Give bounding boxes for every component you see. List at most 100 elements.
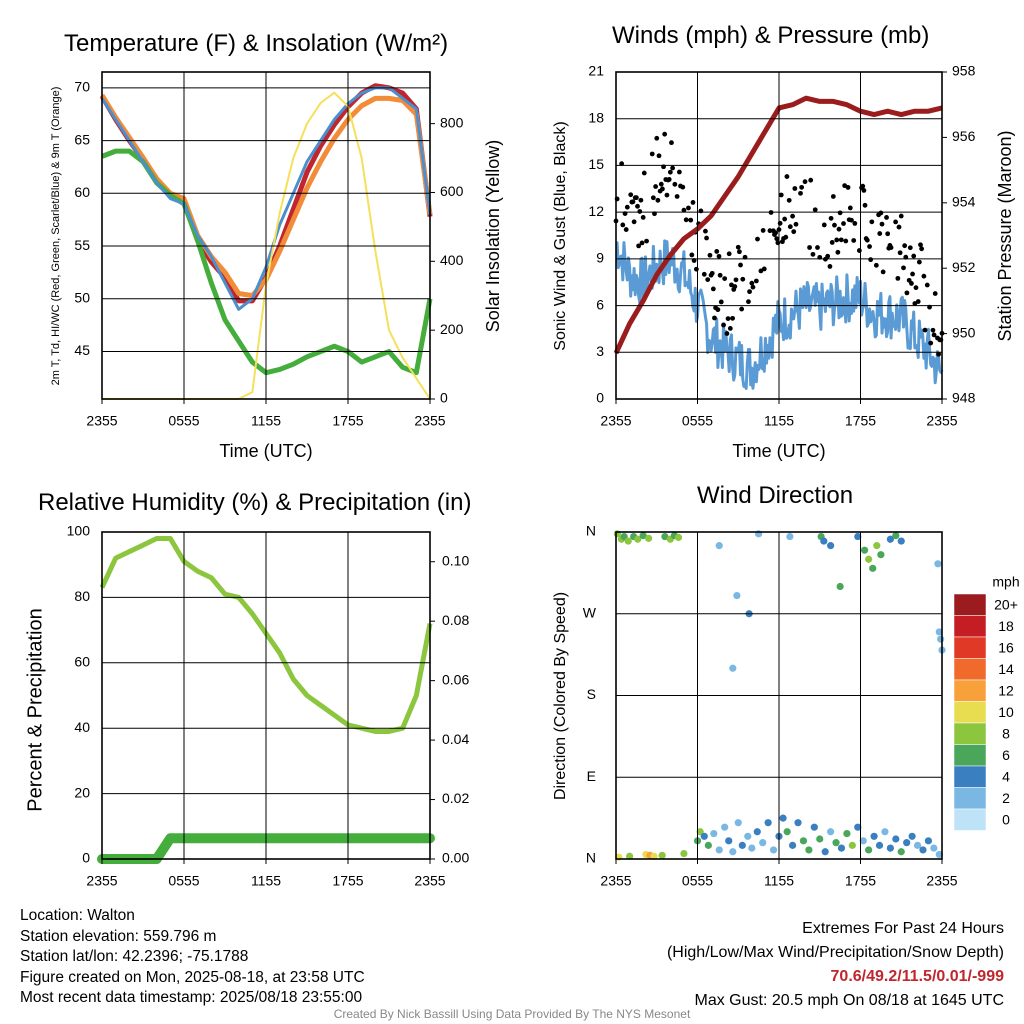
direction-point bbox=[886, 535, 894, 543]
colorbar-label: 4 bbox=[1002, 768, 1010, 784]
colorbar-label: 16 bbox=[998, 639, 1014, 655]
direction-point bbox=[877, 551, 885, 559]
direction-chart-title: Wind Direction bbox=[697, 482, 854, 509]
colorbar-label: 6 bbox=[1002, 747, 1010, 763]
gust-point bbox=[640, 215, 646, 220]
rh-tick-label: 80 bbox=[74, 588, 90, 604]
gust-point bbox=[837, 210, 843, 216]
gust-point bbox=[793, 221, 799, 227]
direction-point bbox=[783, 828, 791, 836]
gust-point bbox=[693, 266, 699, 272]
direction-point bbox=[658, 851, 666, 859]
temp-tick-label: 65 bbox=[74, 131, 90, 147]
gust-point bbox=[683, 217, 689, 223]
direction-point bbox=[788, 841, 797, 849]
gust-point bbox=[873, 262, 879, 268]
gust-point bbox=[736, 249, 742, 255]
gust-point bbox=[856, 248, 862, 253]
gust-point bbox=[636, 243, 642, 249]
gust-point bbox=[689, 252, 695, 258]
direction-point bbox=[848, 841, 856, 849]
precip-tick-label: 0.06 bbox=[442, 671, 469, 687]
gust-point bbox=[897, 250, 903, 256]
gust-point bbox=[849, 217, 854, 223]
gust-point bbox=[674, 194, 680, 199]
gust-point bbox=[704, 235, 709, 241]
gust-point bbox=[896, 224, 902, 230]
gust-point bbox=[620, 222, 626, 228]
gust-point bbox=[619, 161, 625, 167]
gust-point bbox=[885, 231, 891, 237]
gust-point bbox=[829, 240, 835, 245]
gust-point bbox=[644, 238, 649, 244]
pressure-tick-label: 952 bbox=[952, 259, 976, 275]
gust-point bbox=[658, 181, 664, 187]
gust-point bbox=[787, 224, 793, 230]
wind-tick-label: 12 bbox=[588, 203, 604, 219]
precip-tick-label: 0.02 bbox=[442, 790, 469, 806]
gust-point bbox=[898, 213, 904, 219]
colorbar-swatch bbox=[953, 701, 987, 724]
gust-point bbox=[716, 253, 722, 259]
direction-point bbox=[935, 850, 943, 859]
temp-tick-label: 55 bbox=[74, 237, 90, 253]
gust-point bbox=[676, 169, 682, 175]
plot-lines-layer bbox=[97, 83, 946, 864]
gust-point bbox=[862, 202, 868, 208]
gust-point bbox=[667, 169, 673, 175]
gust-point bbox=[798, 190, 803, 196]
gust-point bbox=[851, 238, 857, 243]
gust-point bbox=[662, 131, 668, 137]
temperature-chart-title: Temperature (F) & Insolation (W/m²) bbox=[64, 30, 449, 57]
gust-point bbox=[930, 327, 936, 333]
time-tick-label: 1755 bbox=[332, 873, 363, 889]
gust-point bbox=[669, 140, 674, 146]
gust-point bbox=[705, 277, 711, 283]
time-tick-label: 2355 bbox=[86, 873, 117, 889]
pressure-tick-label: 956 bbox=[952, 128, 976, 144]
gust-point bbox=[931, 332, 937, 338]
direction-point bbox=[937, 635, 945, 643]
direction-point bbox=[634, 535, 642, 543]
gust-point bbox=[810, 251, 816, 257]
gust-point bbox=[718, 299, 724, 305]
gust-point bbox=[922, 327, 928, 333]
gust-point bbox=[654, 135, 660, 141]
insolation-tick-label: 800 bbox=[440, 114, 464, 130]
colorbar-swatch bbox=[953, 658, 987, 681]
gust-point bbox=[783, 234, 789, 240]
gust-point bbox=[703, 228, 708, 234]
insolation-tick-label: 0 bbox=[440, 390, 448, 406]
pressure-tick-label: 950 bbox=[952, 324, 976, 340]
direction-point bbox=[738, 841, 746, 849]
max-gust: Max Gust: 20.5 mph On 08/18 at 1645 UTC bbox=[694, 992, 1005, 1009]
direction-point bbox=[715, 846, 723, 854]
direction-point bbox=[881, 828, 889, 836]
gust-point bbox=[755, 236, 760, 242]
gust-point bbox=[733, 277, 739, 283]
direction-point bbox=[854, 823, 862, 831]
gust-point bbox=[936, 351, 942, 357]
gust-point bbox=[879, 221, 885, 227]
direction-point bbox=[892, 835, 900, 843]
time-tick-label: 2355 bbox=[86, 413, 117, 429]
direction-tick-label: E bbox=[587, 768, 596, 784]
gust-point bbox=[680, 184, 686, 190]
direction-point bbox=[865, 846, 873, 854]
temp-tick-label: 60 bbox=[74, 184, 90, 200]
pressure-tick-label: 958 bbox=[952, 63, 976, 79]
direction-tick-label: N bbox=[586, 850, 596, 866]
gust-point bbox=[790, 213, 795, 219]
gust-point bbox=[738, 262, 743, 268]
direction-point bbox=[892, 532, 900, 540]
direction-point bbox=[865, 555, 873, 563]
direction-point bbox=[786, 532, 794, 541]
gust-point bbox=[861, 187, 867, 193]
gust-point bbox=[637, 209, 643, 214]
station-location: Location: Walton bbox=[20, 907, 135, 924]
direction-point bbox=[764, 819, 772, 827]
colorbar-swatch bbox=[953, 636, 987, 659]
gust-point bbox=[724, 331, 730, 336]
recent-timestamp: Most recent data timestamp: 2025/08/18 2… bbox=[20, 989, 363, 1006]
gust-point bbox=[916, 259, 922, 265]
